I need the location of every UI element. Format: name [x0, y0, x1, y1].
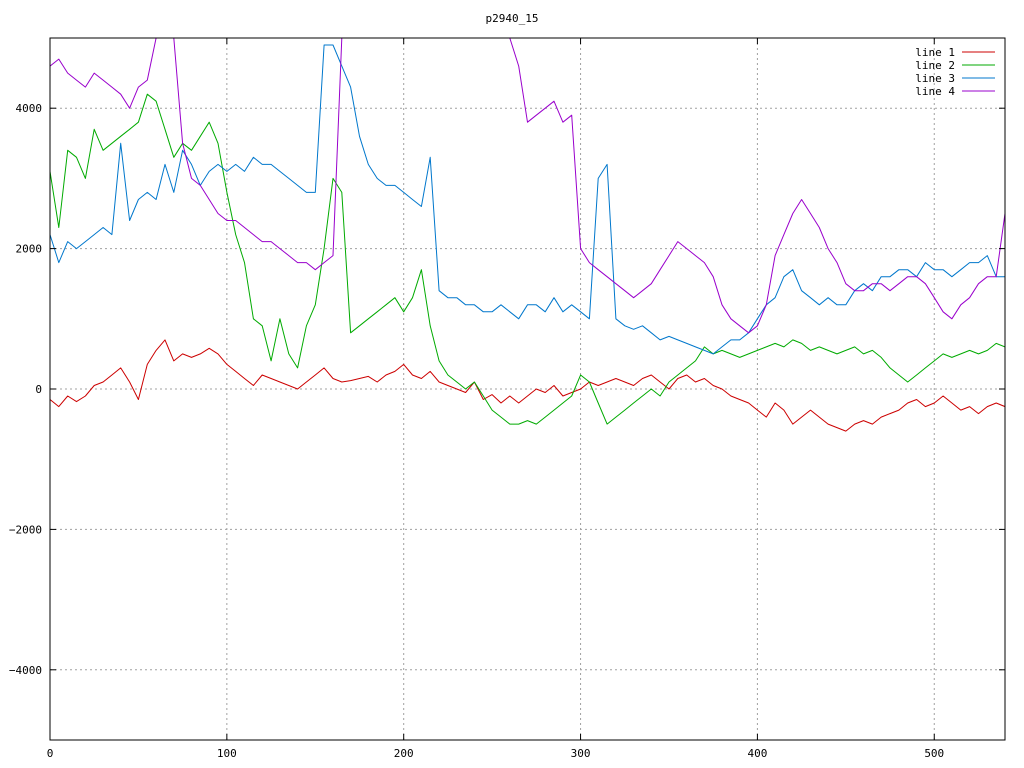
legend-label: line 2 [915, 59, 955, 72]
y-tick-label: −2000 [9, 523, 42, 536]
legend-label: line 4 [915, 85, 955, 98]
series-line-2 [50, 93, 1005, 425]
x-tick-label: 300 [571, 747, 591, 760]
x-tick-label: 400 [747, 747, 767, 760]
x-tick-label: 0 [47, 747, 54, 760]
x-tick-label: 200 [394, 747, 414, 760]
y-tick-label: −4000 [9, 664, 42, 677]
x-tick-label: 100 [217, 747, 237, 760]
x-tick-label: 500 [924, 747, 944, 760]
series-line-3 [50, 44, 1005, 355]
series-line-1 [50, 339, 1005, 432]
series-line-4 [50, 38, 1005, 334]
axis-ticks: 0 100 200 300 400 500 −4000 −2000 0 2000 4000 [9, 38, 1005, 760]
y-tick-label: 0 [35, 383, 42, 396]
chart-title: p2940_15 [486, 12, 539, 25]
plot-area [50, 38, 1005, 432]
y-tick-label: 4000 [16, 102, 43, 115]
legend-label: line 1 [915, 46, 955, 59]
y-tick-label: 2000 [16, 243, 43, 256]
legend-label: line 3 [915, 72, 955, 85]
grid [50, 38, 1005, 740]
